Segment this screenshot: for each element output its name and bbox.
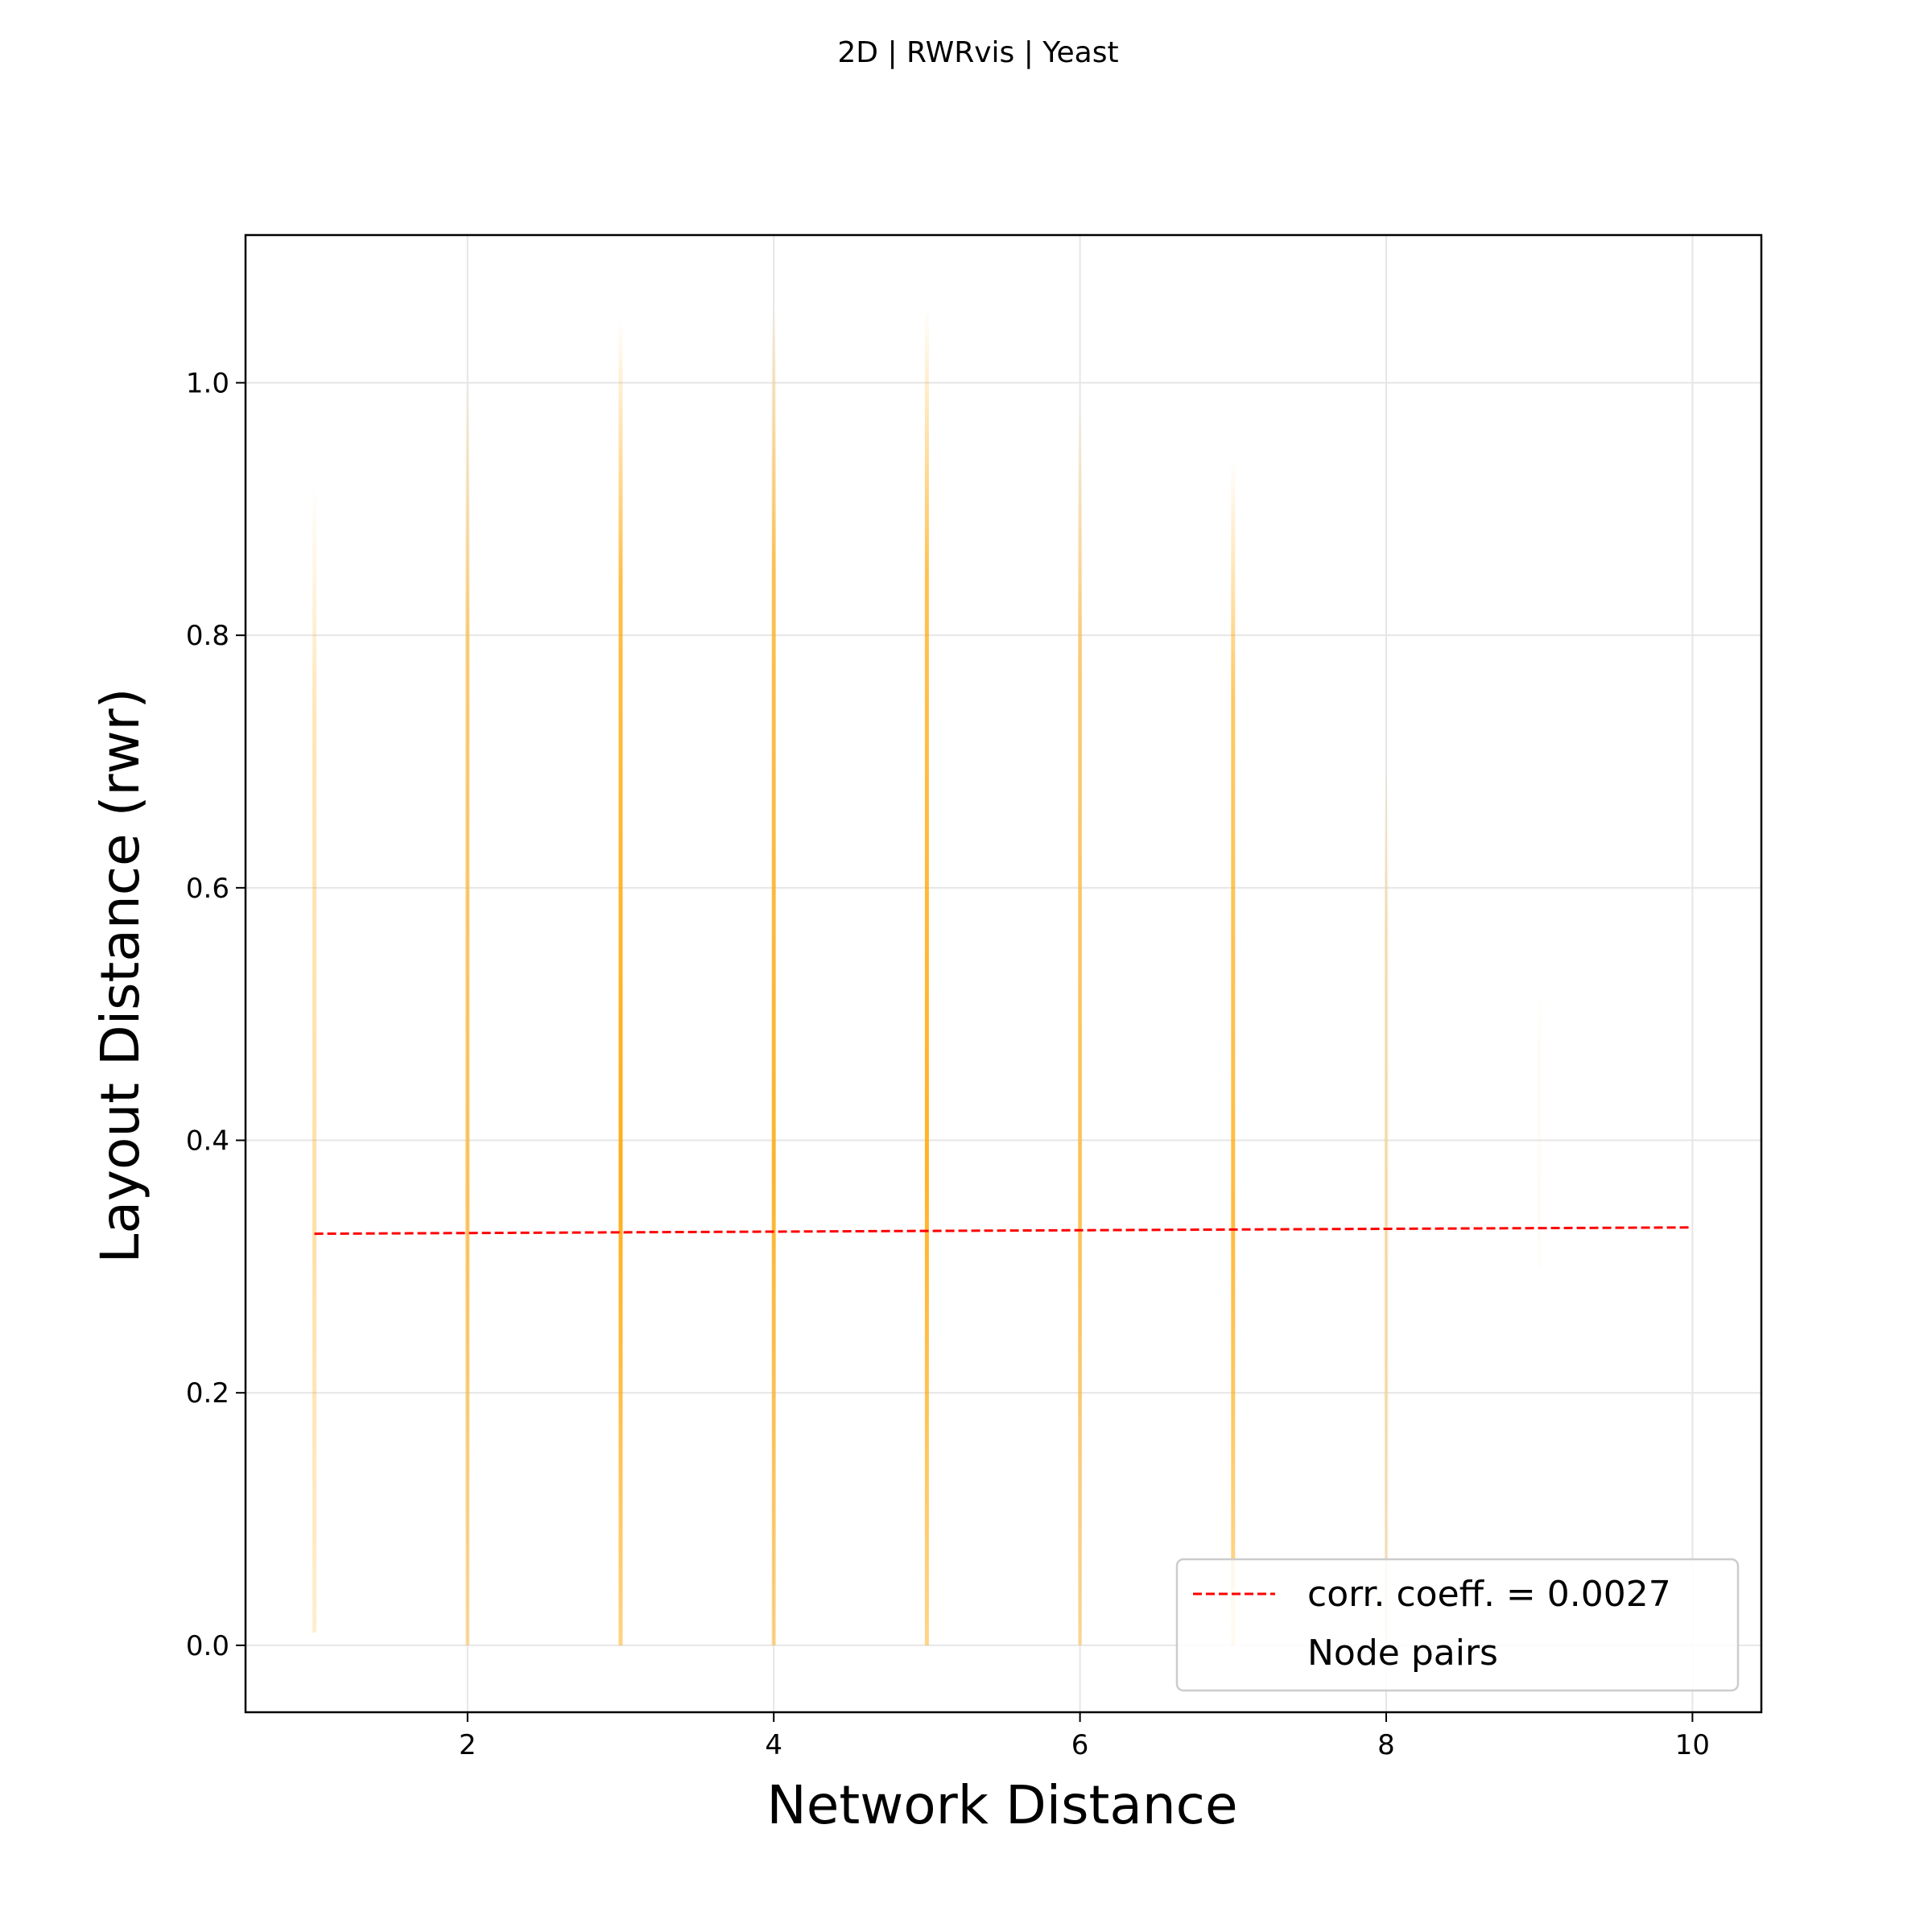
x-tick-label: 2: [459, 1729, 477, 1761]
node-pairs-column-1: [312, 483, 317, 1633]
legend-box: [1175, 1558, 1740, 1692]
x-axis-title: Network Distance: [766, 1774, 1237, 1836]
legend: corr. coeff. = 0.0027 Node pairs: [1175, 1558, 1740, 1692]
node-pairs-column-8: [1384, 762, 1389, 1645]
y-tick-label: 1.0: [186, 368, 229, 400]
plot-frame: [244, 233, 1763, 1714]
x-tick-label: 10: [1675, 1729, 1710, 1761]
regression-line-layer: [314, 1226, 1693, 1236]
node-pairs-column-3: [618, 320, 623, 1645]
x-axis: 2 4 6 8 10: [459, 1712, 1710, 1761]
y-axis: 0.0 0.2 0.4 0.6 0.8 1.0: [186, 368, 246, 1662]
chart-title: 2D | RWRvis | Yeast: [837, 36, 1118, 69]
node-pairs-column-4: [771, 307, 776, 1645]
y-tick-label: 0.0: [186, 1630, 229, 1662]
grid-lines: [246, 235, 1761, 1712]
node-pairs-column-2: [465, 382, 470, 1645]
y-tick-label: 0.6: [186, 873, 229, 905]
x-tick-label: 8: [1377, 1729, 1395, 1761]
node-pairs-column-6: [1078, 407, 1083, 1645]
legend-entry-corr: corr. coeff. = 0.0027: [1307, 1574, 1671, 1615]
y-axis-title: Layout Distance (rwr): [89, 688, 151, 1264]
legend-entry-node-pairs: Node pairs: [1307, 1633, 1498, 1674]
y-tick-label: 0.2: [186, 1377, 229, 1410]
y-tick-label: 0.8: [186, 620, 229, 652]
x-tick-label: 4: [765, 1729, 782, 1761]
node-pairs-column-9: [1537, 989, 1542, 1267]
node-pairs-points: [312, 307, 1542, 1645]
y-tick-label: 0.4: [186, 1125, 229, 1158]
node-pairs-column-5: [924, 307, 929, 1645]
regression-line: [314, 1226, 1693, 1236]
node-pairs-column-7: [1231, 458, 1236, 1645]
x-tick-label: 6: [1071, 1729, 1089, 1761]
